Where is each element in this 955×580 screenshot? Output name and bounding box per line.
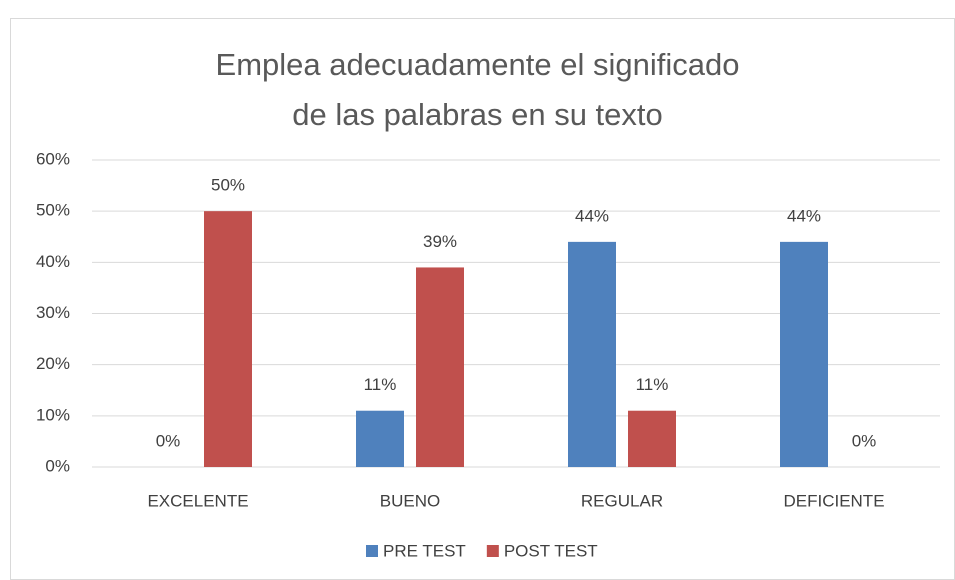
- chart-title: Emplea adecuadamente el significado de l…: [215, 47, 740, 132]
- y-tick-label: 30%: [36, 303, 70, 322]
- value-label: 50%: [211, 176, 245, 195]
- bar: [356, 410, 404, 467]
- bar: [628, 410, 676, 467]
- x-tick-label: REGULAR: [581, 491, 663, 510]
- value-label: 11%: [364, 375, 397, 394]
- bar: [568, 241, 616, 467]
- legend-label: POST TEST: [504, 541, 598, 560]
- y-tick-label: 50%: [36, 201, 70, 220]
- value-label: 44%: [575, 206, 609, 225]
- value-label: 39%: [423, 232, 457, 251]
- y-tick-label: 60%: [36, 149, 70, 168]
- bar: [204, 211, 252, 467]
- value-label: 11%: [636, 375, 669, 394]
- legend-swatch: [486, 545, 499, 557]
- y-tick-label: 20%: [36, 354, 70, 373]
- value-label: 0%: [852, 431, 877, 450]
- y-tick-label: 0%: [45, 456, 70, 475]
- y-tick-label: 10%: [36, 405, 70, 424]
- value-label: 0%: [156, 431, 181, 450]
- legend-swatch: [366, 545, 378, 557]
- bar: [780, 241, 828, 467]
- x-tick-label: BUENO: [380, 491, 440, 510]
- x-tick-label: DEFICIENTE: [783, 491, 884, 510]
- x-tick-label: EXCELENTE: [147, 491, 248, 510]
- bar: [416, 267, 464, 467]
- y-tick-label: 40%: [36, 252, 70, 271]
- legend-label: PRE TEST: [383, 541, 466, 560]
- value-label: 44%: [787, 206, 821, 225]
